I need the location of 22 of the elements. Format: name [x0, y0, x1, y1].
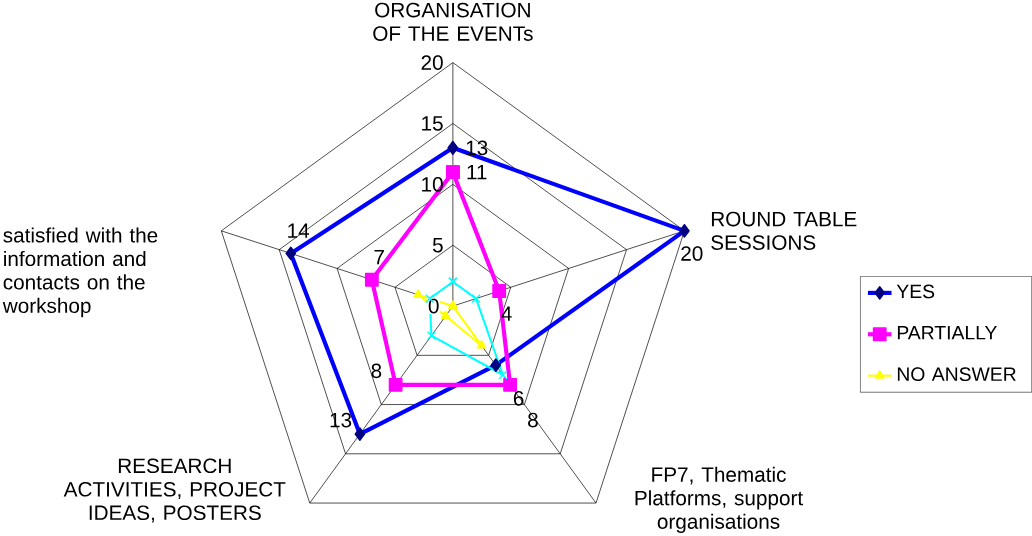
spoke-label: ROUND TABLE SESSIONS — [711, 211, 857, 251]
legend-label: PARTIALLY — [897, 326, 997, 340]
data-label: 13 — [466, 140, 488, 156]
data-label: 6 — [513, 391, 524, 406]
y-tick-label: 5 — [432, 238, 443, 253]
data-label: 8 — [371, 363, 382, 379]
y-tick-label: 20 — [421, 55, 443, 71]
data-label: 11 — [467, 165, 487, 180]
data-label: 7 — [374, 250, 384, 265]
data-label: 8 — [528, 412, 538, 428]
data-label: 13 — [330, 412, 352, 428]
spoke-label: satisfied with the information and contacts on the workshop — [2, 227, 158, 318]
spoke-label: FP7, Thematic Platforms, support organisations — [635, 466, 803, 534]
legend-label: NO ANSWER — [897, 367, 1016, 382]
y-tick-label: 15 — [422, 116, 443, 131]
spoke-label: ORGANISATION OF THE EVENTs — [373, 2, 533, 42]
spoke-label: RESEARCH ACTIVITIES, PROJECT IDEAS, POSTERS — [63, 458, 286, 523]
data-label: 20 — [681, 246, 703, 261]
legend-label: YES — [896, 284, 935, 299]
y-tick-label: 10 — [422, 177, 443, 192]
y-tick-label: 0 — [428, 298, 439, 314]
data-label: 14 — [288, 223, 310, 238]
